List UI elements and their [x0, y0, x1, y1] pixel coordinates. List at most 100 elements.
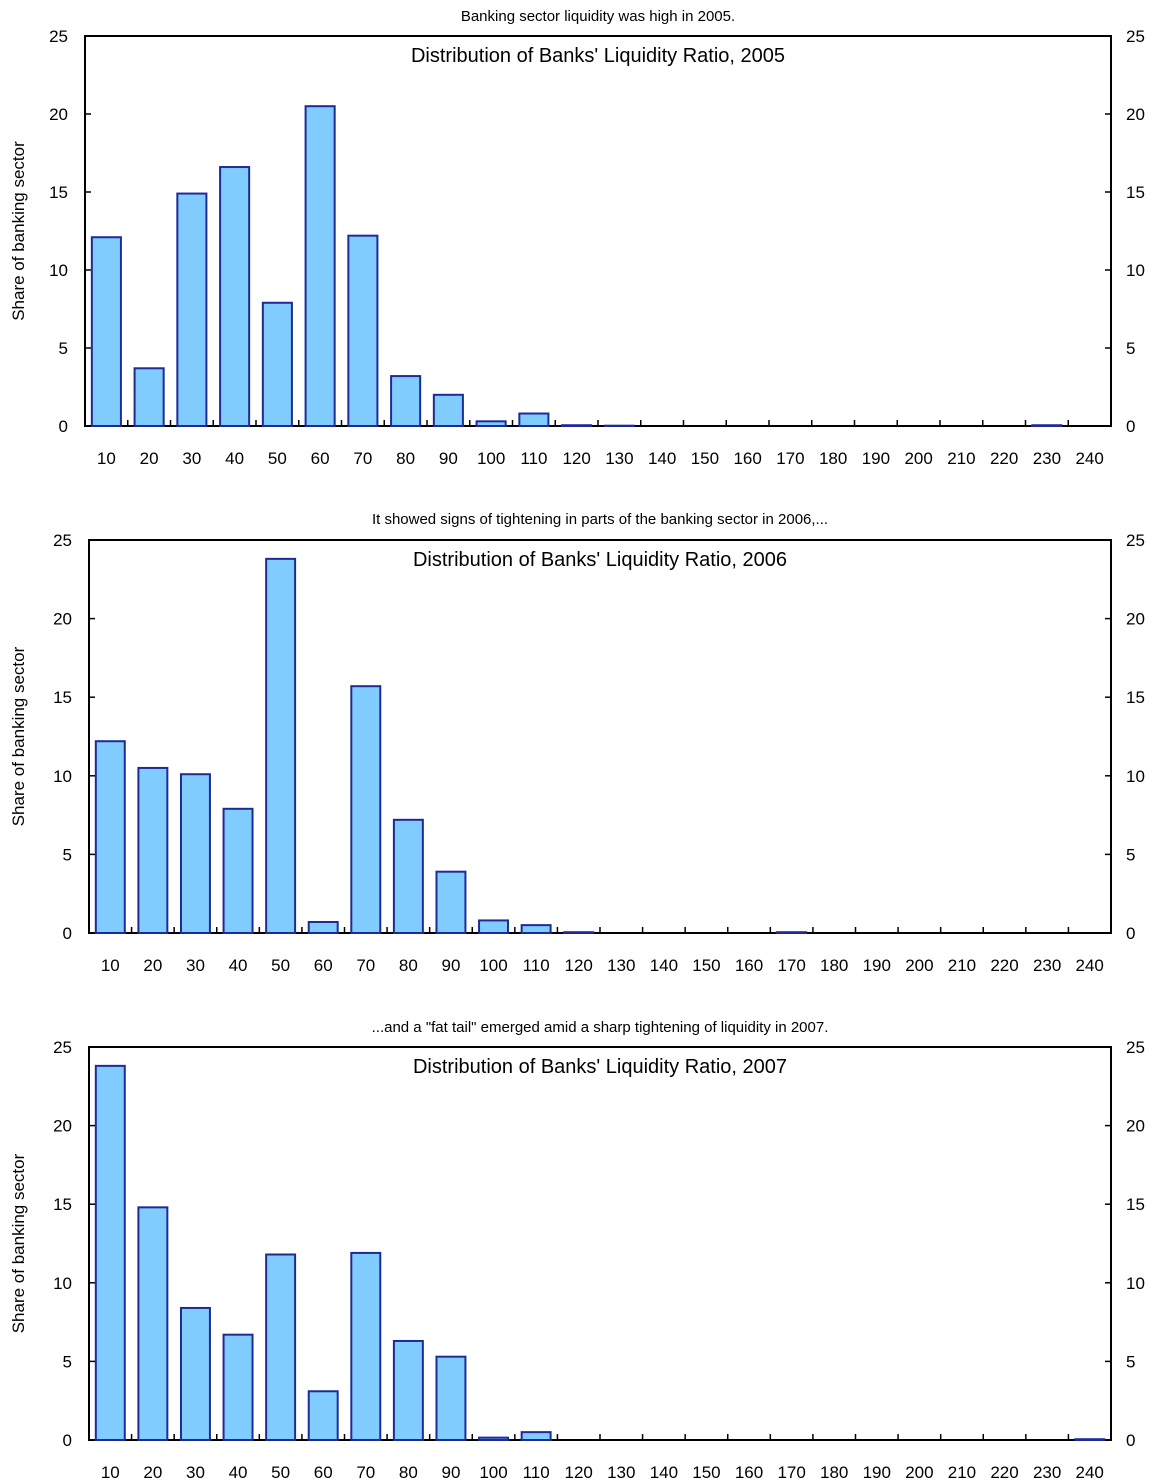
y-tick-label-right: 10 [1126, 1274, 1145, 1293]
x-tick-label: 140 [650, 1463, 678, 1481]
bar-60 [307, 1390, 339, 1441]
x-tick-label: 220 [990, 449, 1018, 468]
bar-50 [261, 301, 293, 428]
y-tick-label-left: 10 [49, 261, 68, 280]
x-tick-label: 120 [565, 1463, 593, 1481]
bar-100 [475, 420, 507, 428]
x-tick-label: 110 [523, 1463, 550, 1481]
bar-240 [1074, 1438, 1106, 1441]
y-tick-label-right: 0 [1126, 417, 1135, 436]
bar-20 [137, 1206, 169, 1441]
x-tick-label: 140 [648, 449, 676, 468]
bar-10 [90, 236, 122, 427]
bar-40 [222, 1333, 254, 1442]
x-tick-label: 70 [353, 449, 372, 468]
y-tick-label-left: 20 [49, 105, 68, 124]
y-tick-label-right: 25 [1126, 1038, 1145, 1057]
bar-60 [304, 105, 336, 427]
x-tick-label: 240 [1076, 1463, 1104, 1481]
y-tick-label-right: 5 [1126, 1352, 1135, 1371]
chart-subtitle: Banking sector liquidity was high in 200… [461, 8, 735, 25]
x-tick-label: 20 [143, 1463, 162, 1481]
x-tick-label: 10 [97, 449, 116, 468]
x-tick-label: 180 [819, 449, 847, 468]
bar-170 [776, 931, 808, 934]
x-tick-label: 50 [271, 956, 290, 975]
x-tick-label: 240 [1076, 956, 1104, 975]
bar-70 [350, 685, 382, 934]
bar-90 [435, 870, 467, 935]
y-tick-label-left: 10 [53, 767, 72, 786]
x-tick-label: 100 [479, 1463, 507, 1481]
x-tick-label: 230 [1033, 449, 1061, 468]
x-tick-label: 30 [186, 956, 205, 975]
bar-120 [561, 424, 593, 428]
bar-80 [390, 375, 422, 427]
x-tick-label: 40 [225, 449, 244, 468]
bar-100 [478, 1436, 510, 1441]
y-tick-label-right: 15 [1126, 183, 1145, 202]
chart-title: Distribution of Banks' Liquidity Ratio, … [413, 1056, 787, 1078]
bar-30 [176, 192, 208, 427]
x-tick-label: 60 [314, 1463, 333, 1481]
y-tick-label-left: 0 [63, 924, 72, 943]
y-tick-label-left: 20 [53, 1117, 72, 1136]
x-tick-label: 150 [691, 449, 719, 468]
x-tick-label: 30 [186, 1463, 205, 1481]
y-tick-label-left: 15 [53, 688, 72, 707]
x-tick-label: 120 [562, 449, 590, 468]
y-axis-label: Share of banking sector [9, 646, 28, 826]
y-tick-label-right: 15 [1126, 1195, 1145, 1214]
x-tick-label: 180 [820, 1463, 848, 1481]
x-tick-label: 190 [862, 449, 890, 468]
x-tick-label: 50 [271, 1463, 290, 1481]
x-tick-label: 140 [650, 956, 678, 975]
bar-20 [137, 766, 169, 934]
x-tick-label: 30 [182, 449, 201, 468]
bar-30 [179, 773, 211, 935]
x-tick-label: 10 [101, 956, 120, 975]
bar-20 [133, 367, 165, 427]
x-tick-label: 130 [605, 449, 633, 468]
x-tick-label: 240 [1075, 449, 1103, 468]
chart-subtitle: ...and a "fat tail" emerged amid a sharp… [372, 1019, 829, 1036]
x-tick-label: 170 [776, 449, 804, 468]
x-tick-label: 210 [947, 449, 975, 468]
chart-panel-2: It showed signs of tightening in parts o… [9, 511, 1145, 975]
bar-110 [520, 924, 552, 935]
chart-panel-3: ...and a "fat tail" emerged amid a sharp… [9, 1019, 1145, 1481]
chart-title: Distribution of Banks' Liquidity Ratio, … [411, 45, 785, 67]
y-tick-label-right: 0 [1126, 1431, 1135, 1450]
bar-70 [347, 234, 379, 427]
x-tick-label: 160 [733, 449, 761, 468]
bar-230 [1031, 424, 1063, 428]
y-tick-label-left: 10 [53, 1274, 72, 1293]
y-tick-label-right: 0 [1126, 924, 1135, 943]
y-tick-label-left: 20 [53, 610, 72, 629]
bar-50 [265, 557, 297, 934]
y-tick-label-right: 20 [1126, 1117, 1145, 1136]
x-tick-label: 200 [905, 1463, 933, 1481]
x-tick-label: 110 [520, 449, 547, 468]
bar-110 [520, 1431, 552, 1442]
y-tick-label-right: 25 [1126, 27, 1145, 46]
x-tick-label: 190 [863, 956, 891, 975]
x-tick-label: 70 [356, 1463, 375, 1481]
x-tick-label: 40 [229, 1463, 248, 1481]
bar-60 [307, 920, 339, 934]
x-tick-label: 70 [356, 956, 375, 975]
x-tick-label: 60 [314, 956, 333, 975]
x-tick-label: 130 [607, 956, 635, 975]
chart-title: Distribution of Banks' Liquidity Ratio, … [413, 549, 787, 571]
x-tick-label: 220 [990, 956, 1018, 975]
x-tick-label: 150 [692, 956, 720, 975]
x-tick-label: 90 [439, 449, 458, 468]
x-tick-label: 150 [692, 1463, 720, 1481]
x-tick-label: 110 [523, 956, 550, 975]
bar-50 [265, 1253, 297, 1442]
bar-120 [563, 931, 595, 934]
y-tick-label-left: 15 [53, 1195, 72, 1214]
y-tick-label-left: 0 [63, 1431, 72, 1450]
y-axis-label: Share of banking sector [9, 141, 28, 321]
